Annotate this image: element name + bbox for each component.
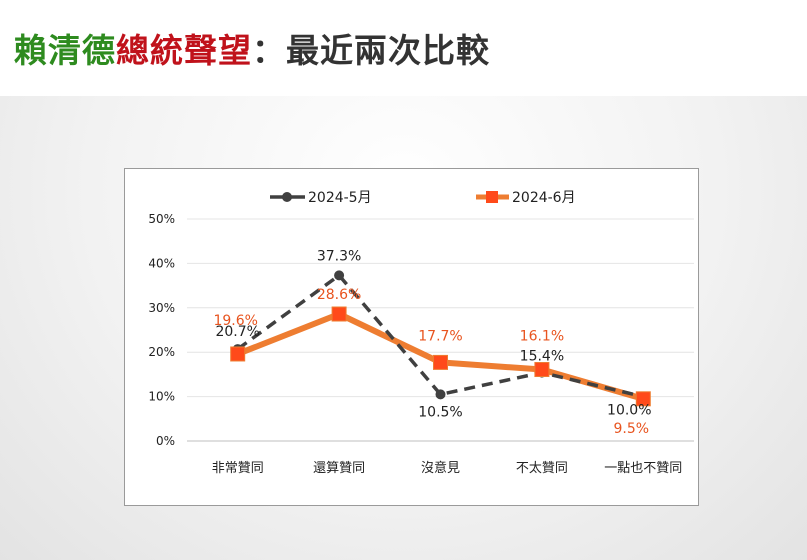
marker-may bbox=[334, 270, 345, 281]
x-axis-ticks: 非常贊同 還算贊同 沒意見 不太贊同 一點也不贊同 bbox=[212, 460, 683, 476]
data-label-june: 17.7% bbox=[418, 328, 462, 344]
legend-label-may: 2024-5月 bbox=[308, 190, 372, 206]
y-tick-label: 20% bbox=[148, 345, 175, 359]
chart-frame: 0% 10% 20% 30% 40% 50% 非常贊同 還算贊同 沒意見 不太贊同 一點也不贊同 … bbox=[124, 168, 699, 506]
title-suffix: ：最近兩次比較 bbox=[252, 31, 490, 70]
y-tick-label: 30% bbox=[148, 301, 175, 315]
legend-label-june: 2024-6月 bbox=[512, 190, 576, 206]
data-label-june: 19.6% bbox=[213, 313, 257, 329]
data-label-may: 10.0% bbox=[607, 403, 651, 419]
data-labels: 20.7% 37.3% 10.5% 15.4% 10.0% 19.6% 28.6% 17.7%… bbox=[213, 248, 651, 436]
series-markers bbox=[230, 270, 651, 407]
marker-june bbox=[331, 306, 347, 322]
data-label-may: 10.5% bbox=[418, 404, 462, 420]
marker-june bbox=[534, 362, 550, 378]
marker-may bbox=[435, 389, 446, 400]
y-axis-ticks: 0% 10% 20% 30% 40% 50% bbox=[148, 212, 175, 448]
data-label-may: 20.7% bbox=[215, 324, 259, 340]
y-tick-label: 10% bbox=[148, 390, 175, 404]
y-tick-label: 40% bbox=[148, 256, 175, 270]
y-tick-label: 0% bbox=[156, 434, 175, 448]
data-label-may: 37.3% bbox=[317, 248, 361, 264]
x-tick-label: 不太贊同 bbox=[516, 461, 568, 476]
x-tick-label: 還算贊同 bbox=[313, 461, 365, 476]
title-subject: 總統聲望 bbox=[116, 31, 252, 70]
legend: 2024-5月 2024-6月 bbox=[270, 190, 576, 206]
data-label-may: 15.4% bbox=[520, 349, 564, 365]
x-tick-label: 沒意見 bbox=[421, 460, 460, 476]
marker-june bbox=[635, 391, 651, 407]
data-label-june: 9.5% bbox=[614, 421, 650, 437]
data-label-june: 16.1% bbox=[520, 329, 564, 345]
marker-june bbox=[433, 354, 448, 370]
legend-marker-may bbox=[282, 192, 292, 202]
x-tick-label: 非常贊同 bbox=[212, 461, 264, 476]
series-line-may bbox=[236, 273, 644, 399]
legend-marker-june bbox=[486, 191, 498, 203]
y-tick-label: 50% bbox=[148, 212, 175, 226]
marker-june bbox=[230, 346, 246, 362]
data-label-june: 28.6% bbox=[317, 287, 361, 303]
x-tick-label: 一點也不贊同 bbox=[604, 461, 682, 476]
title-name: 賴清德 bbox=[14, 31, 116, 70]
line-chart: 0%10%20%30%40%50% 非常贊同 還算贊同 沒意見 不太贊同 一點也不贊同 … bbox=[148, 190, 694, 476]
page-title: 賴清德總統聲望：最近兩次比較 bbox=[14, 24, 490, 74]
